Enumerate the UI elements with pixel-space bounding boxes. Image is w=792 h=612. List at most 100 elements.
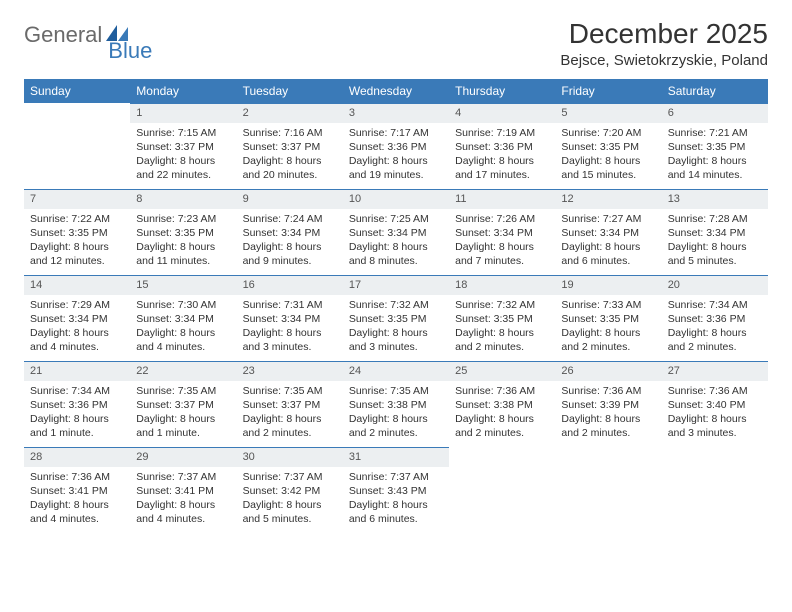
day-number: 8 <box>130 189 236 209</box>
sunrise-line: Sunrise: 7:30 AM <box>136 298 230 312</box>
calendar-cell: 7Sunrise: 7:22 AMSunset: 3:35 PMDaylight… <box>24 189 130 275</box>
day-details: Sunrise: 7:28 AMSunset: 3:34 PMDaylight:… <box>662 209 768 273</box>
sunrise-line: Sunrise: 7:34 AM <box>30 384 124 398</box>
daylight-line: Daylight: 8 hours and 2 minutes. <box>668 326 762 354</box>
day-number: 17 <box>343 275 449 295</box>
sunset-line: Sunset: 3:36 PM <box>668 312 762 326</box>
calendar-cell: 28 Sunrise: 7:36 AMSunset: 3:41 PMDayligh… <box>24 447 130 533</box>
sunset-line: Sunset: 3:36 PM <box>30 398 124 412</box>
day-details: Sunrise: 7:29 AMSunset: 3:34 PMDaylight:… <box>24 295 130 359</box>
daylight-line: Daylight: 8 hours and 3 minutes. <box>243 326 337 354</box>
day-details: Sunrise: 7:34 AMSunset: 3:36 PMDaylight:… <box>24 381 130 445</box>
day-details: Sunrise: 7:24 AMSunset: 3:34 PMDaylight:… <box>237 209 343 273</box>
calendar-cell: 27Sunrise: 7:36 AMSunset: 3:40 PMDayligh… <box>662 361 768 447</box>
calendar-cell: 18Sunrise: 7:32 AMSunset: 3:35 PMDayligh… <box>449 275 555 361</box>
day-number: 19 <box>555 275 661 295</box>
sunset-line: Sunset: 3:42 PM <box>243 484 337 498</box>
day-details: Sunrise: 7:17 AMSunset: 3:36 PMDaylight:… <box>343 123 449 187</box>
sunset-line: Sunset: 3:35 PM <box>561 312 655 326</box>
sunrise-line: Sunrise: 7:24 AM <box>243 212 337 226</box>
day-details: Sunrise: 7:35 AMSunset: 3:37 PMDaylight:… <box>237 381 343 445</box>
day-details: Sunrise: 7:25 AMSunset: 3:34 PMDaylight:… <box>343 209 449 273</box>
sunset-line: Sunset: 3:39 PM <box>561 398 655 412</box>
day-number: 6 <box>662 103 768 123</box>
daylight-line: Daylight: 8 hours and 3 minutes. <box>668 412 762 440</box>
day-number: 9 <box>237 189 343 209</box>
daylight-line: Daylight: 8 hours and 22 minutes. <box>136 154 230 182</box>
sunset-line: Sunset: 3:34 PM <box>30 312 124 326</box>
day-number: 28 <box>24 447 130 467</box>
day-details: Sunrise: 7:20 AMSunset: 3:35 PMDaylight:… <box>555 123 661 187</box>
day-number: 4 <box>449 103 555 123</box>
sunrise-line: Sunrise: 7:36 AM <box>30 470 124 484</box>
day-number: 31 <box>343 447 449 467</box>
day-header: Tuesday <box>237 79 343 103</box>
sunset-line: Sunset: 3:41 PM <box>136 484 230 498</box>
day-header: Friday <box>555 79 661 103</box>
day-details: Sunrise: 7:37 AMSunset: 3:43 PMDaylight:… <box>343 467 449 531</box>
day-number: 13 <box>662 189 768 209</box>
day-number: 16 <box>237 275 343 295</box>
sunset-line: Sunset: 3:34 PM <box>243 226 337 240</box>
sunset-line: Sunset: 3:36 PM <box>455 140 549 154</box>
daylight-line: Daylight: 8 hours and 1 minute. <box>30 412 124 440</box>
day-number: 20 <box>662 275 768 295</box>
calendar-cell: 17Sunrise: 7:32 AMSunset: 3:35 PMDayligh… <box>343 275 449 361</box>
day-number: 18 <box>449 275 555 295</box>
day-number: 7 <box>24 189 130 209</box>
sunset-line: Sunset: 3:37 PM <box>243 398 337 412</box>
day-number: 21 <box>24 361 130 381</box>
calendar-cell: 25Sunrise: 7:36 AMSunset: 3:38 PMDayligh… <box>449 361 555 447</box>
logo: General Blue <box>24 22 174 48</box>
day-number: 30 <box>237 447 343 467</box>
daylight-line: Daylight: 8 hours and 4 minutes. <box>136 326 230 354</box>
sunset-line: Sunset: 3:41 PM <box>30 484 124 498</box>
day-details: Sunrise: 7:21 AMSunset: 3:35 PMDaylight:… <box>662 123 768 187</box>
sunrise-line: Sunrise: 7:32 AM <box>455 298 549 312</box>
calendar-cell: 21Sunrise: 7:34 AMSunset: 3:36 PMDayligh… <box>24 361 130 447</box>
day-details: Sunrise: 7:36 AMSunset: 3:39 PMDaylight:… <box>555 381 661 445</box>
sunset-line: Sunset: 3:37 PM <box>136 140 230 154</box>
daylight-line: Daylight: 8 hours and 4 minutes. <box>30 498 124 526</box>
calendar-cell: 19Sunrise: 7:33 AMSunset: 3:35 PMDayligh… <box>555 275 661 361</box>
daylight-line: Daylight: 8 hours and 4 minutes. <box>30 326 124 354</box>
daylight-line: Daylight: 8 hours and 2 minutes. <box>561 412 655 440</box>
calendar-cell: 22Sunrise: 7:35 AMSunset: 3:37 PMDayligh… <box>130 361 236 447</box>
sunrise-line: Sunrise: 7:36 AM <box>561 384 655 398</box>
calendar-cell: 14Sunrise: 7:29 AMSunset: 3:34 PMDayligh… <box>24 275 130 361</box>
calendar-cell: 11Sunrise: 7:26 AMSunset: 3:34 PMDayligh… <box>449 189 555 275</box>
calendar-row: 14Sunrise: 7:29 AMSunset: 3:34 PMDayligh… <box>24 275 768 361</box>
calendar-row: 7Sunrise: 7:22 AMSunset: 3:35 PMDaylight… <box>24 189 768 275</box>
sunset-line: Sunset: 3:34 PM <box>561 226 655 240</box>
calendar-row: 28Sunrise: 7:36 AMSunset: 3:41 PMDayligh… <box>24 447 768 533</box>
day-details: Sunrise: 7:26 AMSunset: 3:34 PMDaylight:… <box>449 209 555 273</box>
sunset-line: Sunset: 3:34 PM <box>243 312 337 326</box>
daylight-line: Daylight: 8 hours and 2 minutes. <box>561 326 655 354</box>
sunset-line: Sunset: 3:35 PM <box>455 312 549 326</box>
sunrise-line: Sunrise: 7:28 AM <box>668 212 762 226</box>
sunrise-line: Sunrise: 7:37 AM <box>349 470 443 484</box>
daylight-line: Daylight: 8 hours and 2 minutes. <box>243 412 337 440</box>
calendar-cell: 6Sunrise: 7:21 AMSunset: 3:35 PMDaylight… <box>662 103 768 189</box>
sunrise-line: Sunrise: 7:16 AM <box>243 126 337 140</box>
sunrise-line: Sunrise: 7:33 AM <box>561 298 655 312</box>
calendar-table: SundayMondayTuesdayWednesdayThursdayFrid… <box>24 79 768 533</box>
day-number: 27 <box>662 361 768 381</box>
calendar-cell: 4Sunrise: 7:19 AMSunset: 3:36 PMDaylight… <box>449 103 555 189</box>
day-details: Sunrise: 7:16 AMSunset: 3:37 PMDaylight:… <box>237 123 343 187</box>
daylight-line: Daylight: 8 hours and 12 minutes. <box>30 240 124 268</box>
sunrise-line: Sunrise: 7:22 AM <box>30 212 124 226</box>
day-number: 2 <box>237 103 343 123</box>
daylight-line: Daylight: 8 hours and 6 minutes. <box>561 240 655 268</box>
daylight-line: Daylight: 8 hours and 3 minutes. <box>349 326 443 354</box>
day-number: 25 <box>449 361 555 381</box>
sunrise-line: Sunrise: 7:35 AM <box>136 384 230 398</box>
sunrise-line: Sunrise: 7:29 AM <box>30 298 124 312</box>
sunset-line: Sunset: 3:34 PM <box>455 226 549 240</box>
day-details: Sunrise: 7:33 AMSunset: 3:35 PMDaylight:… <box>555 295 661 359</box>
sunrise-line: Sunrise: 7:37 AM <box>243 470 337 484</box>
calendar-cell: 1Sunrise: 7:15 AMSunset: 3:37 PMDaylight… <box>130 103 236 189</box>
daylight-line: Daylight: 8 hours and 2 minutes. <box>349 412 443 440</box>
sunset-line: Sunset: 3:34 PM <box>136 312 230 326</box>
header: General Blue December 2025 Bejsce, Swiet… <box>24 18 768 69</box>
